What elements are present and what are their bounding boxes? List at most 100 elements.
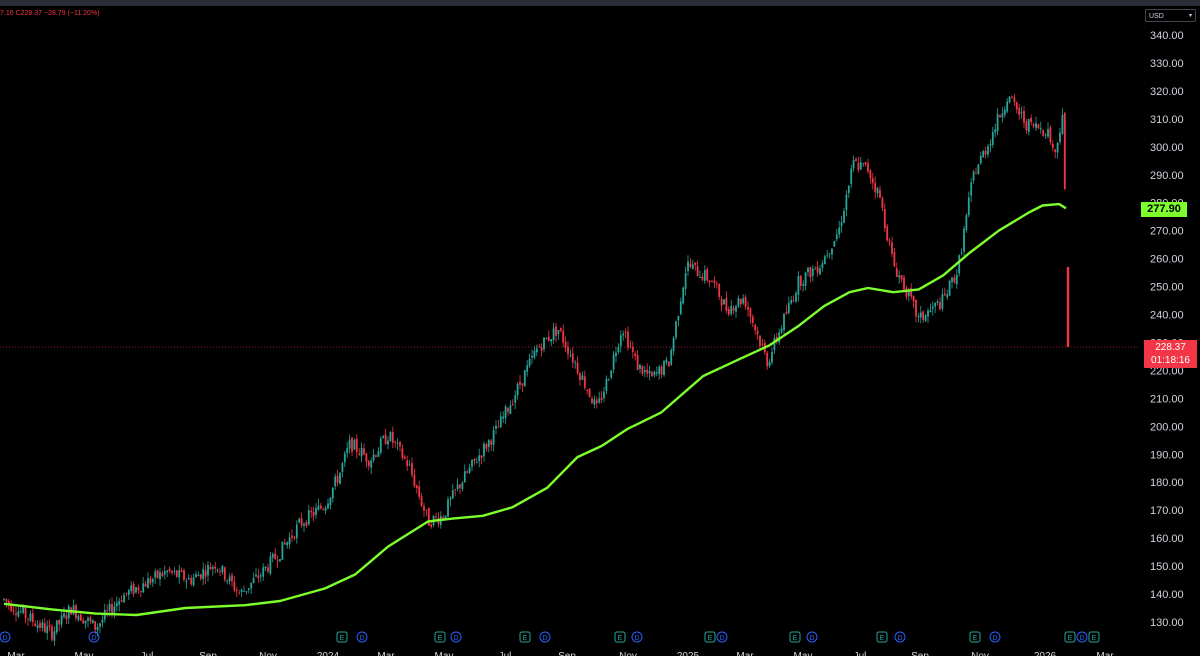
event-marker-label: D — [453, 635, 458, 642]
event-marker-label: D — [1079, 635, 1084, 642]
candle-body — [317, 505, 320, 510]
dividend-marker — [806, 631, 818, 643]
candle-body — [118, 600, 121, 605]
x-tick-label: Nov — [619, 651, 637, 656]
candle-body — [415, 485, 418, 489]
event-marker-label: D — [992, 635, 997, 642]
candle-body — [475, 462, 478, 463]
candle-body — [63, 613, 65, 617]
candle-body — [843, 210, 845, 223]
candle-body — [219, 571, 221, 573]
candle-body — [749, 308, 752, 317]
y-tick-label: 180.00 — [1150, 477, 1184, 489]
candle-body — [252, 578, 255, 583]
candle-body — [835, 234, 838, 240]
candle-body — [315, 507, 317, 515]
earnings-marker — [789, 631, 801, 643]
candle-body — [886, 226, 889, 241]
currency-selector[interactable]: USD ▾ — [1145, 9, 1196, 22]
x-tick-label: Nov — [971, 651, 989, 656]
candle-body — [377, 451, 380, 458]
candle-body — [550, 339, 553, 342]
candle-body — [924, 315, 927, 322]
candle-body — [286, 542, 289, 546]
candle-body — [754, 324, 757, 331]
candle-body — [1011, 96, 1013, 98]
candle-body — [687, 261, 689, 272]
candle-body — [202, 569, 205, 579]
candle-body — [339, 472, 341, 484]
candle-body — [967, 197, 970, 215]
candle-body — [1023, 111, 1025, 123]
candle-body — [715, 283, 718, 285]
x-tick-label: Jul — [499, 651, 512, 656]
candle-body — [1039, 128, 1042, 130]
candle-body — [761, 344, 764, 346]
candle-body — [816, 266, 819, 273]
candle-body — [627, 331, 629, 348]
candle-body — [1063, 113, 1066, 189]
candle-body — [370, 460, 373, 468]
candle-body — [562, 330, 565, 343]
candle-body — [322, 509, 325, 510]
candle-body — [797, 276, 800, 295]
candle-body — [149, 578, 152, 584]
candle-body — [876, 187, 879, 194]
candle-body — [612, 354, 615, 370]
candle-body — [720, 298, 723, 306]
candle-body — [531, 355, 533, 358]
ohlc-readout: 7.16 C228.37 −28.79 (−11.20%) — [0, 10, 100, 17]
candle-body — [228, 576, 231, 582]
candle-body — [29, 613, 32, 621]
candle-body — [857, 162, 860, 171]
earnings-marker — [969, 631, 981, 643]
event-marker-label: D — [359, 635, 364, 642]
x-tick-label: May — [435, 651, 454, 656]
candle-body — [96, 626, 99, 631]
candle-body — [120, 600, 123, 602]
candle-body — [1054, 149, 1057, 152]
candle-body — [953, 277, 956, 283]
candle-body — [1037, 124, 1040, 129]
candle-body — [641, 366, 644, 374]
candle-body — [989, 144, 992, 146]
candle-body — [396, 442, 399, 444]
candle-body — [634, 353, 637, 357]
candle-body — [461, 482, 464, 490]
candle-body — [509, 405, 512, 414]
candle-body — [559, 328, 562, 331]
y-tick-label: 340.00 — [1150, 30, 1184, 42]
x-tick-label: Jul — [141, 651, 154, 656]
candle-body — [739, 298, 742, 305]
y-tick-label: 290.00 — [1150, 170, 1184, 182]
y-tick-label: 270.00 — [1150, 226, 1184, 238]
candle-body — [691, 264, 694, 269]
candle-body — [679, 301, 682, 314]
candle-body — [204, 570, 207, 577]
candle-body — [864, 161, 867, 165]
candle-body — [348, 439, 351, 449]
candle-body — [360, 448, 363, 457]
candle-body — [768, 361, 771, 366]
candle-body — [135, 587, 137, 593]
candle-body — [312, 512, 315, 517]
candle-body — [190, 578, 193, 585]
candle-body — [403, 456, 406, 459]
candle-body — [586, 389, 589, 391]
dividend-marker — [716, 631, 728, 643]
candle-body — [207, 564, 209, 576]
candle-body — [588, 388, 591, 397]
candle-body — [939, 302, 941, 310]
candle-body — [516, 383, 519, 396]
candle-body — [622, 333, 625, 336]
candle-body — [946, 294, 949, 298]
candle-body — [996, 114, 999, 132]
candle-body — [751, 316, 754, 324]
event-marker-label: E — [438, 635, 443, 642]
candle-body — [264, 566, 267, 568]
candle-body — [471, 459, 473, 467]
candle-body — [991, 132, 994, 145]
candle-body — [595, 400, 598, 404]
candle-body — [159, 572, 161, 580]
